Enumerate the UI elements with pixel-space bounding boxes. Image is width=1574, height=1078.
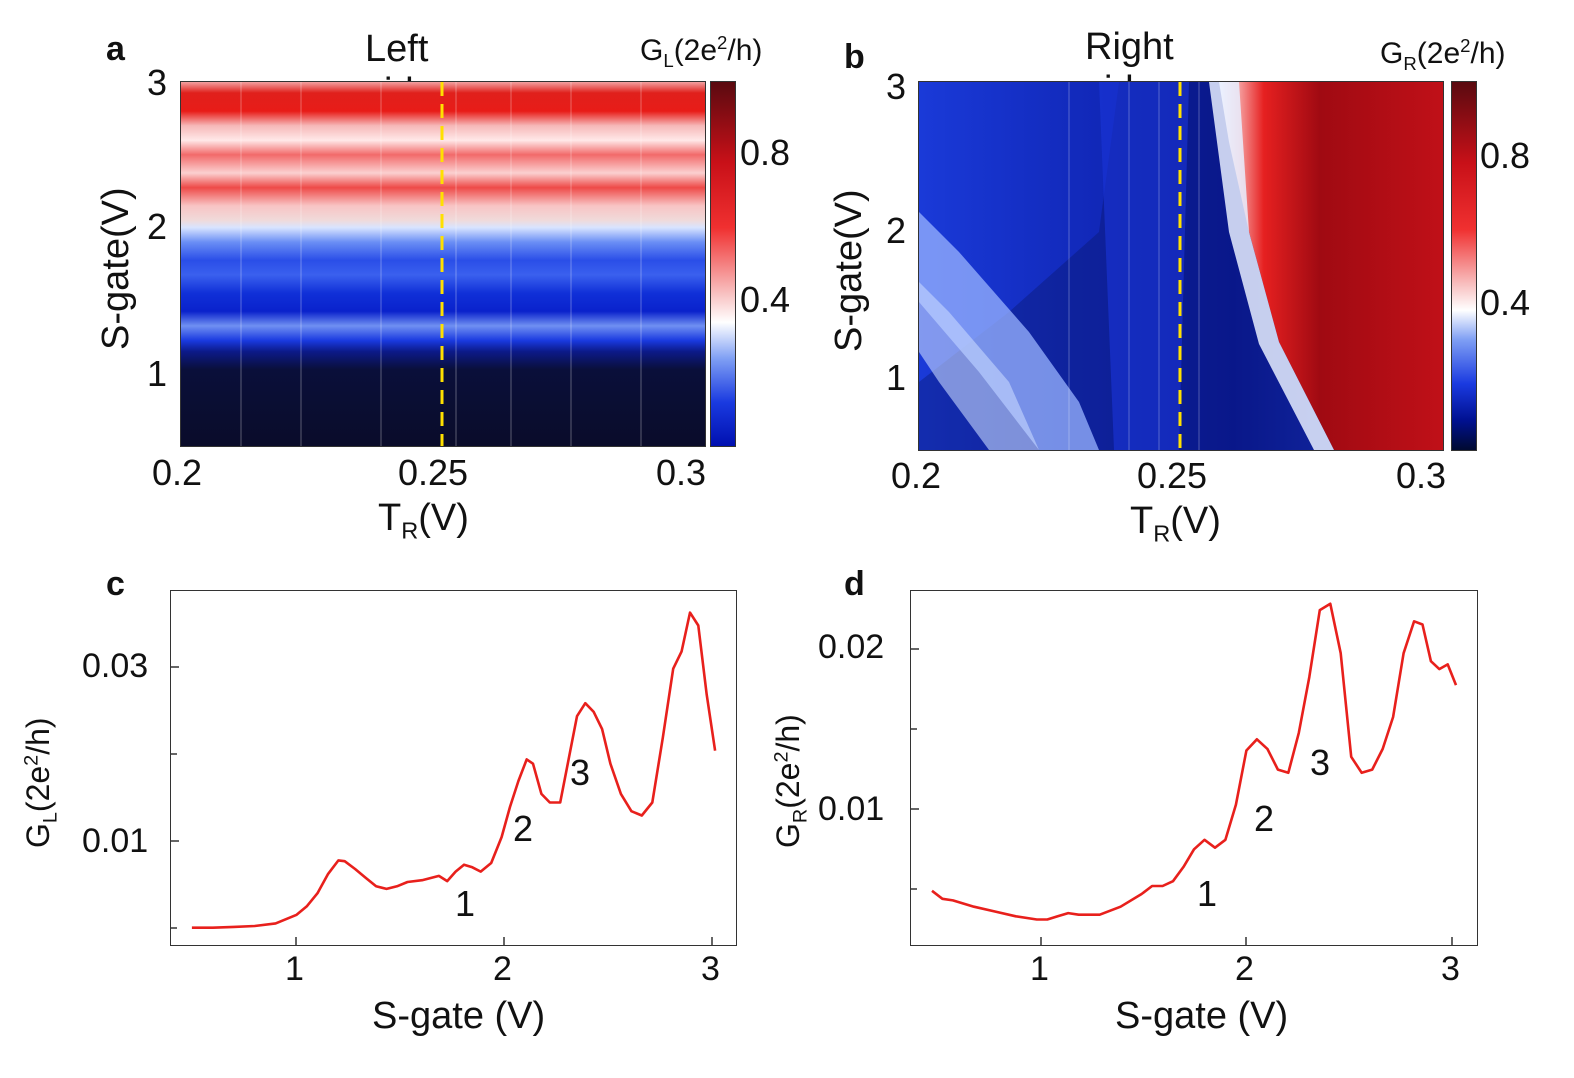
colorbar-b-tick: 0.8	[1480, 135, 1531, 176]
panel-b-xtick: 0.25	[1137, 455, 1208, 496]
panel-c-xtick: 2	[493, 950, 512, 988]
peak-annotation-d: 1	[1197, 873, 1218, 914]
colorbar-b	[1451, 81, 1477, 451]
panel-d-xtick: 1	[1030, 950, 1049, 988]
panel-b-ytick: 3	[886, 66, 907, 107]
peak-annotation-c: 1	[455, 883, 476, 924]
panel-c-xtick: 3	[701, 950, 720, 988]
panel-c-xtick: 1	[285, 950, 304, 988]
panel-b-ytick: 2	[886, 210, 907, 251]
peak-annotation-d: 2	[1254, 798, 1275, 839]
panel-b-xlabel: TR(V)	[1130, 500, 1221, 547]
series-line-d	[931, 602, 1458, 921]
lineplot-c-svg	[171, 611, 717, 945]
panel-a-xlabel: TR(V)	[378, 497, 469, 544]
panel-label-a: a	[106, 30, 125, 68]
peak-annotation-c: 3	[570, 752, 591, 793]
series-line-c	[191, 611, 717, 930]
panel-d-xlabel: S-gate (V)	[1115, 995, 1289, 1037]
panel-a-ylabel: S-gate(V)	[95, 187, 137, 350]
panel-d-xtick: 2	[1235, 950, 1254, 988]
panel-d-ylabel: GR(2e2/h)	[770, 714, 812, 848]
panel-b-ylabel: S-gate(V)	[828, 189, 870, 352]
colorbar-a-tick: 0.4	[740, 279, 791, 320]
panel-a-ytick: 3	[147, 62, 168, 103]
colorbar-a	[710, 81, 736, 447]
heatmap-b-svg	[919, 82, 1443, 450]
panel-b-colorbar-title: GR(2e2/h)	[1380, 35, 1506, 74]
lineplot-c	[170, 590, 737, 946]
panel-c-ytick: 0.03	[82, 647, 149, 685]
colorbar-a-tick: 0.8	[740, 132, 791, 173]
panel-c-ylabel: GL(2e2/h)	[20, 717, 62, 848]
panel-c-xlabel: S-gate (V)	[372, 995, 546, 1037]
panel-d-xtick: 3	[1441, 950, 1460, 988]
peak-annotation-c: 2	[513, 808, 534, 849]
panel-a-ytick: 1	[147, 353, 168, 394]
panel-a-ytick: 2	[147, 206, 168, 247]
heatmap-a	[180, 81, 706, 447]
panel-b-xtick: 0.2	[891, 455, 942, 496]
panel-d-ytick: 0.02	[818, 628, 885, 666]
panel-a-xtick: 0.3	[656, 452, 707, 493]
panel-a-xtick: 0.2	[152, 452, 203, 493]
panel-a-xtick: 0.25	[398, 452, 469, 493]
heatmap-b	[918, 81, 1444, 451]
panel-label-c: c	[106, 565, 125, 603]
panel-b-xtick: 0.3	[1396, 455, 1447, 496]
colorbar-b-tick: 0.4	[1480, 282, 1531, 323]
panel-a-colorbar-title: GL(2e2/h)	[640, 32, 763, 71]
lineplot-d-svg	[911, 602, 1458, 945]
peak-annotation-d: 3	[1310, 742, 1331, 783]
panel-d-ytick: 0.01	[818, 790, 885, 828]
heatmap-a-svg	[181, 82, 705, 446]
lineplot-d	[910, 590, 1478, 946]
panel-b-ytick: 1	[886, 357, 907, 398]
panel-label-b: b	[844, 38, 865, 76]
panel-c-ytick: 0.01	[82, 822, 149, 860]
panel-label-d: d	[844, 565, 865, 603]
